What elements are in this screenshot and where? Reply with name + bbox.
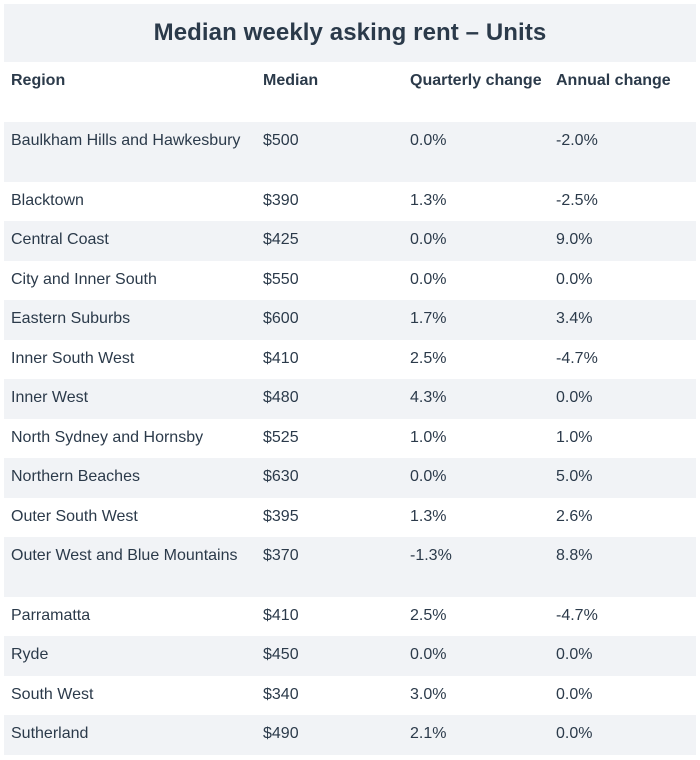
cell-annual-change: -4.7% xyxy=(549,339,696,379)
table-title: Median weekly asking rent – Units xyxy=(153,19,547,46)
cell-median: $630 xyxy=(256,458,403,498)
table-row: Outer West and Blue Mountains $370 -1.3% 8.… xyxy=(4,537,696,597)
table-row: Blacktown $390 1.3% -2.5% xyxy=(4,181,696,221)
cell-quarterly-change: 1.7% xyxy=(403,300,549,340)
table-row: Northern Beaches $630 0.0% 5.0% xyxy=(4,458,696,498)
cell-annual-change: 9.0% xyxy=(549,221,696,261)
column-header-annual-change: Annual change xyxy=(556,72,671,89)
cell-region: Inner West xyxy=(4,379,256,419)
table-row: Outer South West $395 1.3% 2.6% xyxy=(4,497,696,537)
table-row: Central Coast $425 0.0% 9.0% xyxy=(4,221,696,261)
cell-annual-change: 8.8% xyxy=(549,537,696,597)
table-body: Baulkham Hills and Hawkesbury $500 0.0% -2.… xyxy=(4,122,696,755)
table-row: Ryde $450 0.0% 0.0% xyxy=(4,636,696,676)
cell-annual-change: 5.0% xyxy=(549,458,696,498)
cell-quarterly-change: 1.3% xyxy=(403,497,549,537)
cell-region: North Sydney and Hornsby xyxy=(4,418,256,458)
cell-annual-change: -4.7% xyxy=(549,596,696,636)
cell-quarterly-change: 4.3% xyxy=(403,379,549,419)
cell-median: $490 xyxy=(256,715,403,755)
cell-region: Inner South West xyxy=(4,339,256,379)
cell-region: Northern Beaches xyxy=(4,458,256,498)
cell-annual-change: 2.6% xyxy=(549,497,696,537)
cell-region: Sutherland xyxy=(4,715,256,755)
cell-annual-change: 0.0% xyxy=(549,715,696,755)
table-row: Baulkham Hills and Hawkesbury $500 0.0% -2.… xyxy=(4,122,696,182)
cell-annual-change: -2.0% xyxy=(549,122,696,182)
cell-quarterly-change: 3.0% xyxy=(403,675,549,715)
cell-quarterly-change: 1.3% xyxy=(403,181,549,221)
cell-annual-change: -2.5% xyxy=(549,181,696,221)
cell-annual-change: 0.0% xyxy=(549,260,696,300)
cell-quarterly-change: 2.5% xyxy=(403,339,549,379)
cell-median: $480 xyxy=(256,379,403,419)
cell-region: Outer West and Blue Mountains xyxy=(4,537,256,597)
cell-annual-change: 3.4% xyxy=(549,300,696,340)
table-row: South West $340 3.0% 0.0% xyxy=(4,675,696,715)
table-row: Sutherland $490 2.1% 0.0% xyxy=(4,715,696,755)
column-header-region: Region xyxy=(11,72,66,89)
cell-quarterly-change: 1.0% xyxy=(403,418,549,458)
table-header: Region Median Quarterly change Annual ch… xyxy=(4,62,696,122)
table-row: Inner West $480 4.3% 0.0% xyxy=(4,379,696,419)
cell-median: $410 xyxy=(256,339,403,379)
column-header-median: Median xyxy=(263,72,319,89)
column-header-quarterly-change: Quarterly change xyxy=(410,72,542,89)
table-row: Parramatta $410 2.5% -4.7% xyxy=(4,596,696,636)
cell-quarterly-change: 0.0% xyxy=(403,122,549,182)
cell-region: City and Inner South xyxy=(4,260,256,300)
cell-quarterly-change: 0.0% xyxy=(403,221,549,261)
cell-region: Eastern Suburbs xyxy=(4,300,256,340)
cell-region: Outer South West xyxy=(4,497,256,537)
cell-region: Central Coast xyxy=(4,221,256,261)
cell-median: $340 xyxy=(256,675,403,715)
cell-median: $525 xyxy=(256,418,403,458)
cell-region: South West xyxy=(4,675,256,715)
cell-annual-change: 0.0% xyxy=(549,379,696,419)
cell-region: Ryde xyxy=(4,636,256,676)
table-row: North Sydney and Hornsby $525 1.0% 1.0% xyxy=(4,418,696,458)
cell-region: Baulkham Hills and Hawkesbury xyxy=(4,122,256,182)
cell-median: $395 xyxy=(256,497,403,537)
rent-table: Region Median Quarterly change Annual ch… xyxy=(4,62,696,755)
cell-quarterly-change: 2.1% xyxy=(403,715,549,755)
cell-region: Blacktown xyxy=(4,181,256,221)
cell-quarterly-change: -1.3% xyxy=(403,537,549,597)
table-row: Inner South West $410 2.5% -4.7% xyxy=(4,339,696,379)
cell-annual-change: 1.0% xyxy=(549,418,696,458)
cell-median: $390 xyxy=(256,181,403,221)
title-bar: Median weekly asking rent – Units xyxy=(4,4,696,62)
cell-median: $370 xyxy=(256,537,403,597)
rent-table-widget: Median weekly asking rent – Units Region… xyxy=(4,4,696,755)
cell-median: $425 xyxy=(256,221,403,261)
cell-quarterly-change: 2.5% xyxy=(403,596,549,636)
cell-annual-change: 0.0% xyxy=(549,675,696,715)
cell-median: $550 xyxy=(256,260,403,300)
cell-region: Parramatta xyxy=(4,596,256,636)
cell-annual-change: 0.0% xyxy=(549,636,696,676)
cell-median: $410 xyxy=(256,596,403,636)
cell-median: $450 xyxy=(256,636,403,676)
table-row: Eastern Suburbs $600 1.7% 3.4% xyxy=(4,300,696,340)
cell-quarterly-change: 0.0% xyxy=(403,636,549,676)
cell-quarterly-change: 0.0% xyxy=(403,458,549,498)
table-row: City and Inner South $550 0.0% 0.0% xyxy=(4,260,696,300)
cell-median: $600 xyxy=(256,300,403,340)
cell-median: $500 xyxy=(256,122,403,182)
header-row: Region Median Quarterly change Annual ch… xyxy=(4,62,696,122)
cell-quarterly-change: 0.0% xyxy=(403,260,549,300)
